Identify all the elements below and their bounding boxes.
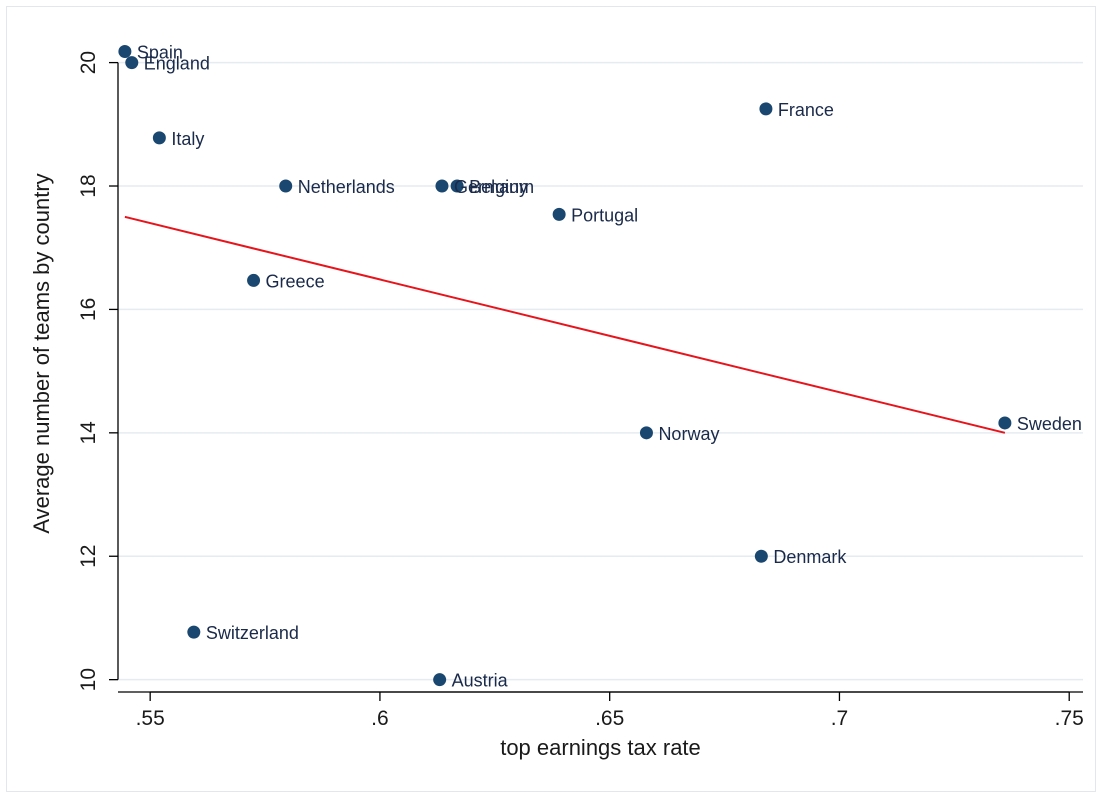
point-label: Norway	[658, 424, 719, 444]
point-label: Italy	[171, 129, 204, 149]
axes: 10 12 14 16 18 20 .55 .6 .65 .7 .75	[77, 51, 1084, 730]
data-point	[125, 56, 139, 70]
point-label: Portugal	[571, 205, 638, 225]
grid-lines	[118, 61, 1083, 681]
data-point	[998, 416, 1012, 430]
point-label: Germany	[454, 177, 528, 197]
data-point	[754, 549, 768, 563]
data-point	[450, 179, 464, 193]
point-label: Switzerland	[206, 623, 299, 643]
y-tick-label: 18	[77, 174, 100, 197]
y-tick-label: 10	[77, 668, 100, 691]
data-point	[118, 44, 132, 58]
data-point	[759, 102, 773, 116]
y-tick-label: 12	[77, 545, 100, 568]
y-tick-label: 14	[77, 421, 100, 445]
x-tick-label: .55	[136, 707, 165, 730]
data-point	[552, 207, 566, 221]
data-point	[435, 179, 449, 193]
x-tick-label: .75	[1055, 707, 1084, 730]
point-label: Spain	[137, 42, 183, 62]
point-label: Netherlands	[298, 177, 395, 197]
x-axis-title: top earnings tax rate	[500, 735, 701, 760]
point-label: Austria	[452, 671, 509, 691]
point-label: Sweden	[1017, 414, 1082, 434]
point-label: France	[778, 100, 834, 120]
data-point	[247, 273, 261, 287]
point-label: Greece	[266, 271, 325, 291]
fit-line	[124, 215, 1006, 434]
points-layer	[118, 44, 1012, 687]
y-tick-label: 16	[77, 298, 100, 321]
y-tick-label: 20	[77, 51, 100, 74]
chart-frame: 10 12 14 16 18 20 .55 .6 .65 .7 .75 Spain England It…	[6, 6, 1096, 792]
data-point	[279, 179, 293, 193]
point-label: Belgium	[469, 177, 534, 197]
point-label: England	[144, 54, 210, 74]
fit-line-layer	[124, 215, 1006, 434]
data-point	[433, 673, 447, 687]
data-point	[187, 625, 201, 639]
y-axis-title: Average number of teams by country	[29, 173, 54, 533]
data-point	[152, 131, 166, 145]
x-tick-label: .7	[831, 707, 849, 730]
point-label: Denmark	[773, 547, 847, 567]
data-point	[639, 426, 653, 440]
x-tick-label: .6	[371, 707, 389, 730]
x-tick-label: .65	[595, 707, 624, 730]
